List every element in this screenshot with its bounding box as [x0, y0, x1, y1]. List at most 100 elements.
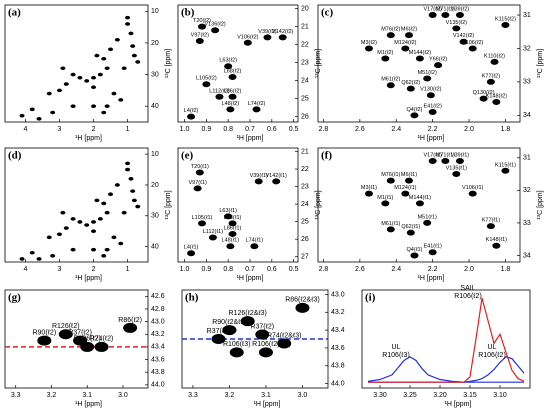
peak: [108, 192, 114, 197]
peak-label: L105(ℓ2): [196, 76, 217, 82]
peak: [37, 335, 52, 346]
y-axis-label: ¹³C [ppm]: [165, 190, 172, 219]
peak-label: V142(ℓ1): [266, 173, 288, 179]
peak: [77, 220, 83, 224]
peak-label: K110(ℓ2): [484, 53, 505, 59]
peak: [492, 98, 501, 105]
x-tick-label: 0.7: [245, 126, 255, 133]
peak-label: E41(ℓ1): [424, 244, 442, 250]
peak: [423, 75, 432, 82]
peak-label: K77(ℓ1): [482, 218, 500, 224]
peak-label: M6(ℓ2): [401, 27, 417, 33]
panel-letter: (a): [8, 7, 21, 19]
peak: [94, 53, 100, 58]
peak: [263, 34, 272, 41]
peak: [486, 78, 495, 85]
peak: [404, 177, 413, 184]
peak: [114, 37, 120, 42]
peak-label: L48(ℓ1): [222, 238, 240, 244]
peak: [406, 229, 415, 236]
peak: [486, 223, 495, 230]
y-tick-label: 21: [301, 148, 309, 155]
peak: [229, 347, 244, 358]
x-tick-label: 1.8: [501, 266, 511, 273]
peak: [228, 220, 237, 227]
peak-label: K77(ℓ2): [482, 73, 500, 79]
peak-label: V142(ℓ2): [272, 29, 294, 35]
peak-label: L4(ℓ1): [184, 245, 199, 251]
x-axis-label: ¹H [ppm]: [237, 275, 264, 282]
panel-letter: (f): [321, 150, 332, 162]
peak: [111, 91, 117, 96]
y-tick-label: 24: [301, 201, 309, 208]
peak: [70, 104, 76, 108]
peak: [46, 91, 52, 96]
peak-label: V39(ℓ1): [451, 152, 469, 158]
peak: [364, 190, 373, 197]
panel-letter: (b): [181, 7, 195, 19]
peak-label: V17(ℓ2): [424, 6, 442, 12]
y-tick-label: 33: [523, 220, 531, 227]
y-tick-label: 31: [523, 12, 531, 19]
peak-label: L68(ℓ1): [224, 215, 242, 221]
peak: [135, 60, 141, 64]
peak-label: V136(ℓ2): [204, 22, 226, 28]
x-tick-label: 3.1: [82, 392, 92, 399]
peak: [84, 223, 90, 227]
x-tick-label: 0.5: [289, 266, 299, 273]
x-tick-label: 3.1: [261, 392, 271, 399]
peak: [56, 232, 62, 237]
peak-label: R126(ℓ2): [52, 323, 80, 330]
peak-label: R106(ℓ3): [223, 341, 251, 348]
y-tick-label: 43.4: [331, 327, 345, 334]
peak: [70, 72, 76, 77]
x-tick-label: 2.6: [355, 266, 365, 273]
peak: [70, 247, 76, 252]
peak: [111, 235, 117, 240]
x-tick-label: 0.5: [289, 126, 299, 133]
peak: [135, 204, 141, 209]
peak: [381, 55, 390, 62]
y-tick-label: 32: [523, 45, 531, 52]
peak: [70, 217, 76, 221]
y-tick-label: 10: [151, 151, 159, 158]
peak-label: V97(ℓ2): [191, 32, 209, 38]
peak-label: K115(ℓ1): [495, 162, 516, 168]
peak-label: L112(ℓ1): [203, 229, 223, 235]
spectrum-line: [368, 356, 525, 383]
peak-label: M3(ℓ1): [361, 185, 377, 191]
peak: [468, 45, 477, 52]
y-tick-label: 42.6: [151, 293, 165, 300]
peak-label: K148(ℓ1): [486, 237, 508, 243]
x-tick-label: 1.0: [180, 266, 190, 273]
x-tick-label: 0.8: [223, 266, 233, 273]
peak: [211, 334, 226, 344]
x-tick-label: 2.8: [319, 126, 329, 133]
peak: [131, 198, 137, 203]
peak: [423, 219, 432, 226]
peak-label: M6(ℓ1): [401, 172, 417, 178]
peak: [228, 74, 237, 80]
y-tick-label: 43.0: [331, 291, 345, 298]
peak: [19, 113, 25, 118]
y-tick-label: 32: [523, 187, 531, 194]
peak: [94, 341, 109, 352]
peak: [252, 106, 261, 113]
peak-label: R90(ℓ2&ℓ3): [212, 319, 246, 326]
peak: [130, 189, 136, 193]
x-tick-label: 0.6: [267, 126, 277, 133]
peak: [118, 241, 124, 246]
y-tick-label: 40: [151, 103, 159, 110]
y-axis-label: ¹³C [ppm]: [537, 49, 544, 78]
x-tick-label: 2.4: [391, 126, 401, 133]
peak: [123, 322, 138, 333]
y-tick-label: 44.0: [151, 382, 165, 389]
panel-letter: (c): [321, 7, 334, 19]
x-axis-label: ¹H [ppm]: [418, 275, 445, 282]
peak: [104, 247, 110, 252]
peak: [91, 85, 97, 90]
x-tick-label: 4: [23, 266, 27, 273]
peak: [56, 88, 62, 93]
peak: [60, 66, 66, 71]
peak: [121, 66, 127, 71]
